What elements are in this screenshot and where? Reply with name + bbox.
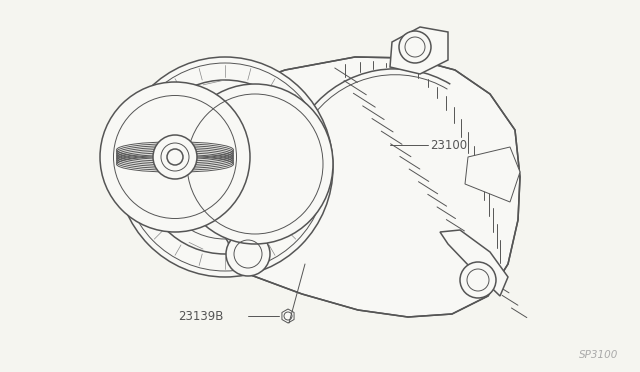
Ellipse shape [399,31,431,63]
Polygon shape [225,234,268,262]
Polygon shape [440,230,508,296]
Text: SP3100: SP3100 [579,350,618,360]
Ellipse shape [167,149,183,165]
Ellipse shape [226,232,270,276]
Text: 23100: 23100 [430,138,467,151]
Ellipse shape [460,262,496,298]
Polygon shape [140,57,520,317]
Ellipse shape [117,57,333,277]
Polygon shape [465,147,520,202]
Ellipse shape [100,82,250,232]
Ellipse shape [177,84,333,244]
Ellipse shape [153,135,197,179]
Polygon shape [282,309,294,323]
Text: 23139B: 23139B [178,310,223,323]
Polygon shape [390,27,448,74]
